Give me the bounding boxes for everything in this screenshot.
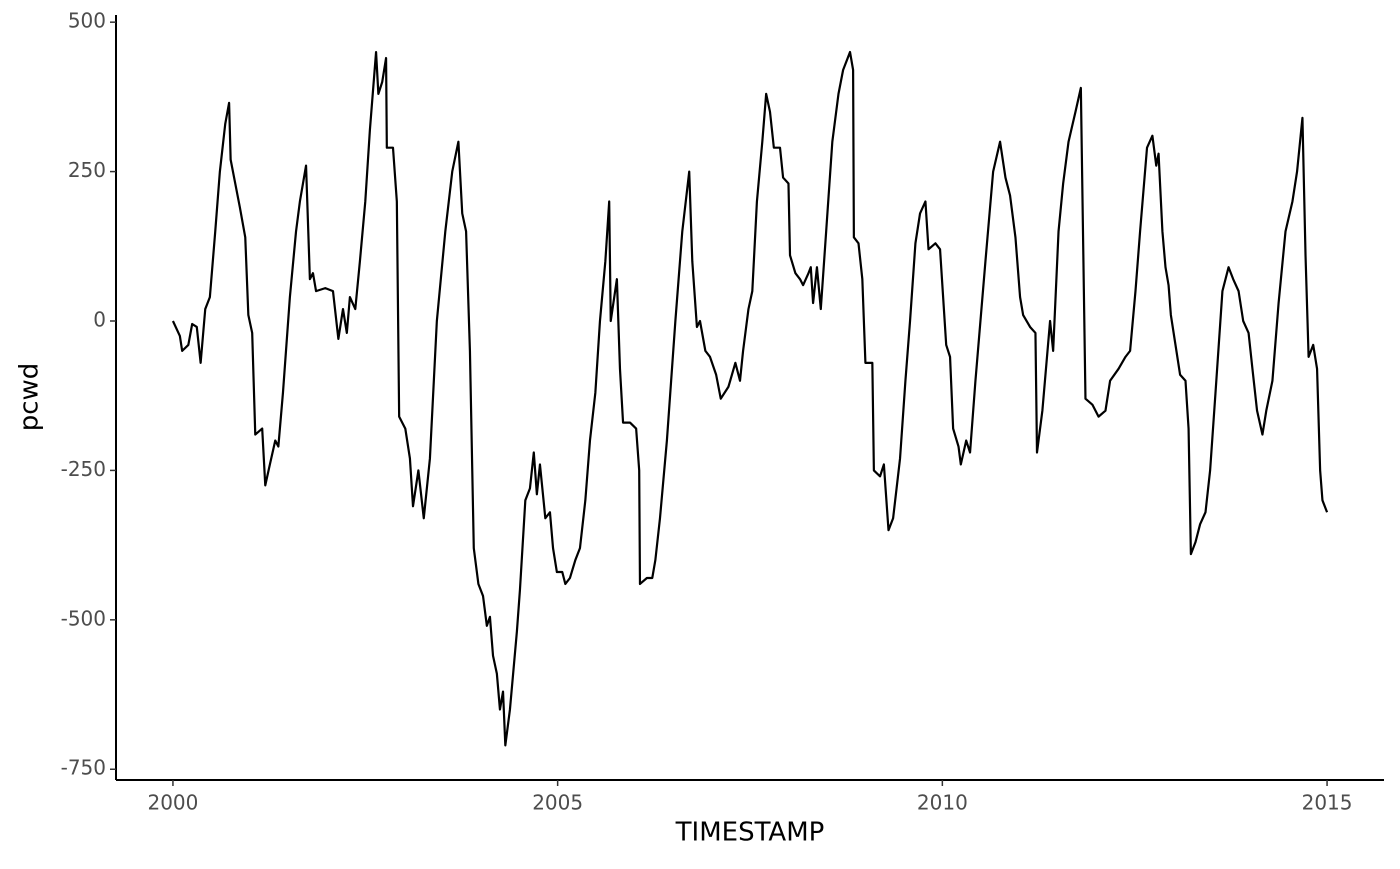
- data-line: [171, 50, 1329, 747]
- x-tick-label: 2015: [1302, 791, 1353, 815]
- y-tick-label: -500: [61, 606, 106, 630]
- y-axis-title: pcwd: [15, 363, 45, 432]
- y-tick-label: 500: [68, 9, 106, 33]
- y-tick-label: -750: [61, 756, 106, 780]
- x-tick-label: 2010: [917, 791, 968, 815]
- y-tick-label: -250: [61, 457, 106, 481]
- y-tick-label: 0: [93, 308, 106, 332]
- x-axis-title: TIMESTAMP: [675, 818, 825, 848]
- y-tick-label: 250: [68, 158, 106, 182]
- x-tick-label: 2000: [147, 791, 198, 815]
- x-tick-label: 2005: [532, 791, 583, 815]
